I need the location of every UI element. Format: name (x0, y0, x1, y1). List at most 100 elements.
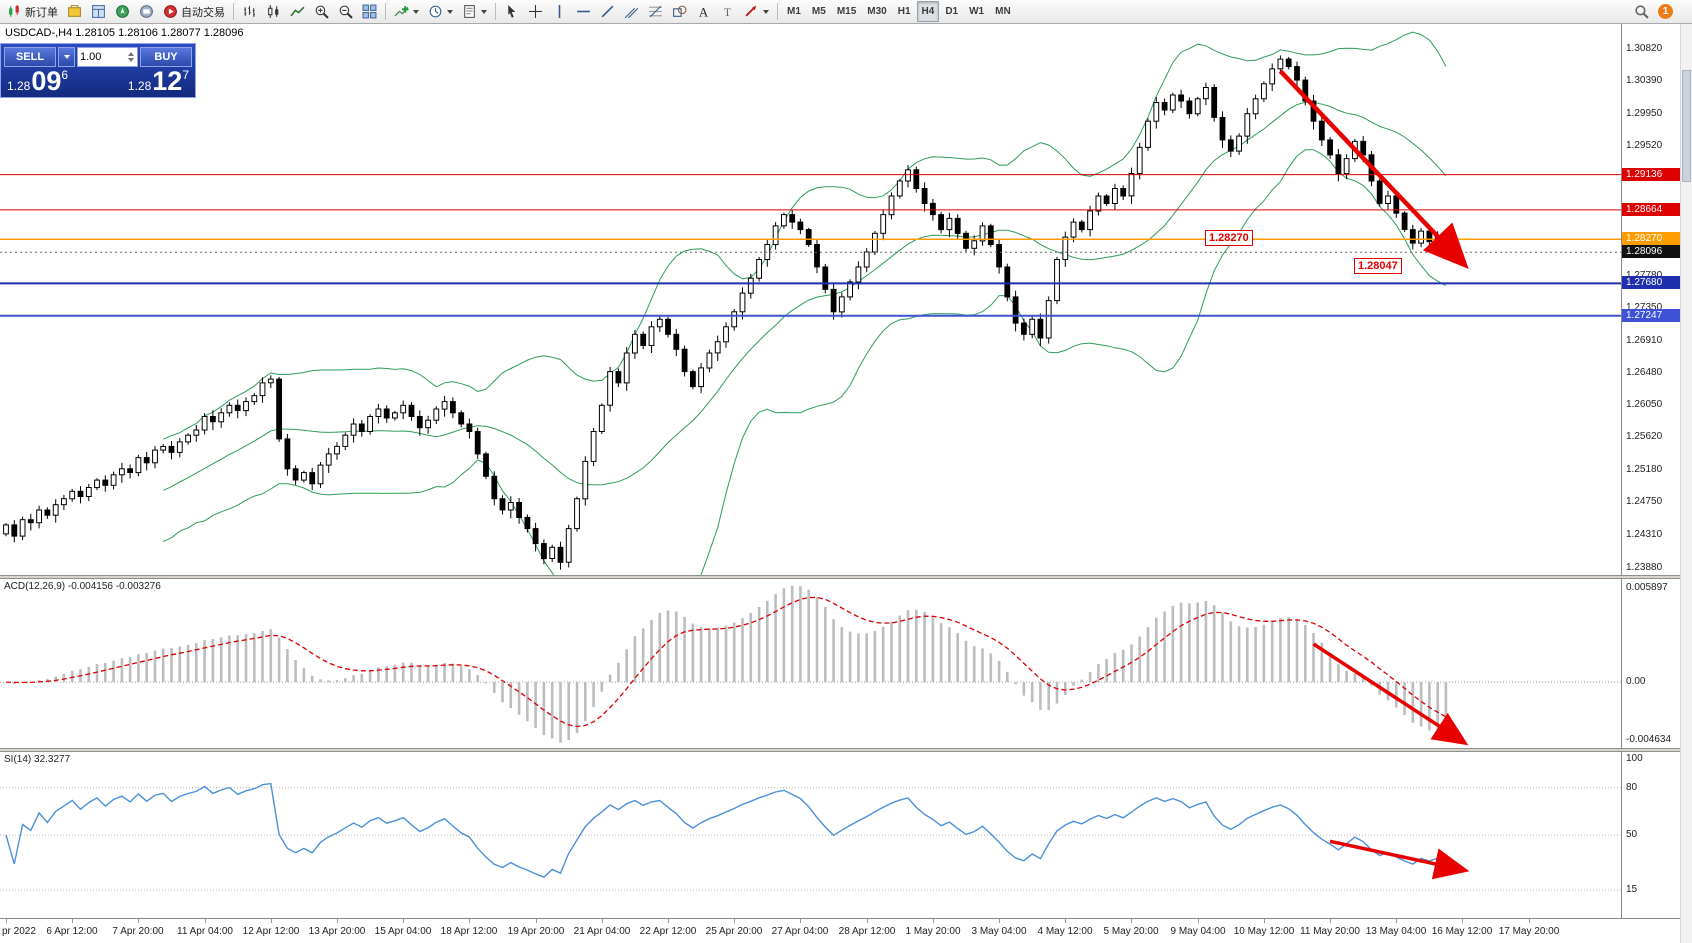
timeframe-button-m30[interactable]: M30 (862, 1, 891, 22)
line-chart-button[interactable] (286, 1, 309, 22)
toolbar-right: 1 (1630, 1, 1689, 22)
timeframe-button-m1[interactable]: M1 (782, 1, 806, 22)
trendline-icon (601, 5, 614, 18)
bar-chart-icon (244, 6, 255, 17)
terminal-button[interactable] (135, 1, 158, 22)
macd-plot[interactable]: ACD(12,26,9) -0.004156 -0.003276 (0, 579, 1622, 748)
fibonacci-button[interactable] (644, 1, 667, 22)
sell-button[interactable]: SELL (4, 47, 56, 67)
chevron-down-icon (481, 9, 487, 14)
zoom-out-button[interactable] (334, 1, 357, 22)
price-tick: 1.25180 (1626, 464, 1663, 475)
time-tick (1330, 919, 1331, 923)
toolbar-separator (233, 3, 234, 20)
cursor-button[interactable] (500, 1, 523, 22)
timeframe-button-w1[interactable]: W1 (964, 1, 989, 22)
timeframe-button-h4[interactable]: H4 (916, 1, 940, 22)
vertical-line-button[interactable] (548, 1, 571, 22)
scrollbar-thumb[interactable] (1682, 70, 1691, 182)
price-line-tag: 1.27680 (1622, 276, 1680, 289)
trendline-button[interactable] (596, 1, 619, 22)
toolbar-separator (495, 3, 496, 20)
rsi-axis[interactable]: 100 80 50 15 (1621, 752, 1680, 918)
volume-stepper[interactable] (128, 52, 135, 62)
timeframe-button-m15[interactable]: M15 (832, 1, 861, 22)
indicators-button[interactable] (390, 1, 423, 22)
panel-separator[interactable] (0, 748, 1680, 752)
zoom-in-button[interactable] (310, 1, 333, 22)
time-tick (1198, 919, 1199, 923)
time-label: 10 May 12:00 (1233, 926, 1295, 937)
price-chart-plot[interactable]: USDCAD-,H4 1.28105 1.28106 1.28077 1.280… (0, 24, 1622, 575)
volume-value[interactable]: 1.00 (80, 51, 102, 63)
cursor-icon (508, 5, 516, 18)
time-label: 9 May 04:00 (1170, 926, 1226, 937)
navigator-icon (116, 5, 129, 18)
macd-tick: 0.005897 (1626, 582, 1668, 593)
time-label: 12 Apr 12:00 (242, 926, 300, 937)
time-axis[interactable]: pr 2022 6 Apr 12:00 7 Apr 20:00 11 Apr 04:0… (0, 918, 1680, 943)
market-watch-button[interactable] (63, 1, 86, 22)
crosshair-button[interactable] (524, 1, 547, 22)
timeframe-button-m5[interactable]: M5 (807, 1, 831, 22)
text-label-button[interactable]: T (716, 1, 739, 22)
time-tick (72, 919, 73, 923)
autotrading-icon (164, 5, 177, 18)
buy-button[interactable]: BUY (140, 47, 192, 67)
chevron-down-icon (763, 9, 769, 14)
time-tick (337, 919, 338, 923)
timeframe-button-d1[interactable]: D1 (940, 1, 963, 22)
time-label: 27 Apr 04:00 (771, 926, 829, 937)
price-tick: 1.29520 (1626, 140, 1663, 151)
bar-chart-button[interactable] (238, 1, 261, 22)
ask-price[interactable]: 1.28 12 7 (128, 68, 189, 95)
timeframe-button-h1[interactable]: H1 (893, 1, 916, 22)
time-label: 11 May 20:00 (1300, 926, 1360, 937)
text-button[interactable]: A (692, 1, 715, 22)
bid-price[interactable]: 1.28 09 6 (7, 68, 68, 95)
channel-button[interactable] (620, 1, 643, 22)
time-label: pr 2022 (2, 926, 36, 937)
rsi-plot[interactable]: SI(14) 32.3277 (0, 752, 1622, 918)
candlestick-chart[interactable] (0, 24, 1622, 575)
fibonacci-icon (649, 5, 662, 18)
price-line-tag: 1.28270 (1622, 232, 1680, 245)
templates-button[interactable] (458, 1, 491, 22)
time-tick (6, 919, 7, 923)
arrows-button[interactable] (740, 1, 773, 22)
new-order-button[interactable]: 新订单 (3, 1, 62, 22)
toolbar-chart-group (238, 1, 381, 22)
autotrading-button[interactable]: 自动交易 (159, 1, 229, 22)
shapes-button[interactable] (668, 1, 691, 22)
periods-button[interactable] (424, 1, 457, 22)
time-label: 1 May 20:00 (905, 926, 961, 937)
macd-chart[interactable] (0, 579, 1622, 748)
volume-field[interactable]: 1.00 (77, 47, 138, 67)
one-click-options-dropdown[interactable] (58, 47, 75, 67)
notification-badge[interactable]: 1 (1658, 4, 1673, 19)
price-tick: 1.25620 (1626, 431, 1663, 442)
vertical-scrollbar[interactable] (1680, 24, 1692, 943)
horizontal-line-button[interactable] (572, 1, 595, 22)
panel-separator[interactable] (0, 575, 1680, 579)
macd-axis[interactable]: 0.005897 0.00 -0.004634 (1621, 579, 1680, 748)
search-button[interactable] (1630, 1, 1653, 22)
price-annotation[interactable]: 1.28047 (1354, 258, 1402, 274)
price-axis[interactable]: 1.308201.303901.299501.295201.290801.286… (1621, 24, 1680, 575)
ask-pipette: 7 (182, 68, 189, 82)
time-tick (469, 919, 470, 923)
volume-down-icon[interactable] (128, 58, 134, 62)
tile-windows-button[interactable] (358, 1, 381, 22)
data-window-button[interactable] (87, 1, 110, 22)
time-label: 3 May 04:00 (971, 926, 1027, 937)
macd-tick: 0.00 (1626, 676, 1646, 687)
navigator-button[interactable] (111, 1, 134, 22)
time-label: 19 Apr 20:00 (507, 926, 565, 937)
candlestick-button[interactable] (262, 1, 285, 22)
timeframe-button-mn[interactable]: MN (990, 1, 1016, 22)
current-price-tag: 1.28096 (1622, 245, 1680, 258)
price-annotation[interactable]: 1.28270 (1205, 230, 1253, 246)
volume-up-icon[interactable] (128, 52, 134, 56)
price-tick: 1.26910 (1626, 335, 1663, 346)
rsi-chart[interactable] (0, 752, 1622, 918)
